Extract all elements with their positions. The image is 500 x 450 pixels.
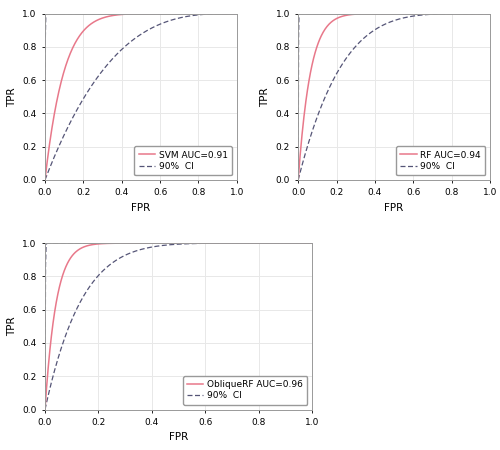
X-axis label: FPR: FPR: [132, 203, 150, 213]
Legend: SVM AUC=0.91, 90%  CI: SVM AUC=0.91, 90% CI: [134, 146, 232, 176]
X-axis label: FPR: FPR: [384, 203, 404, 213]
Y-axis label: TPR: TPR: [6, 87, 16, 107]
Y-axis label: TPR: TPR: [260, 87, 270, 107]
Legend: ObliqueRF AUC=0.96, 90%  CI: ObliqueRF AUC=0.96, 90% CI: [182, 376, 308, 405]
Legend: RF AUC=0.94, 90%  CI: RF AUC=0.94, 90% CI: [396, 146, 486, 176]
Y-axis label: TPR: TPR: [6, 316, 16, 336]
X-axis label: FPR: FPR: [169, 432, 188, 442]
